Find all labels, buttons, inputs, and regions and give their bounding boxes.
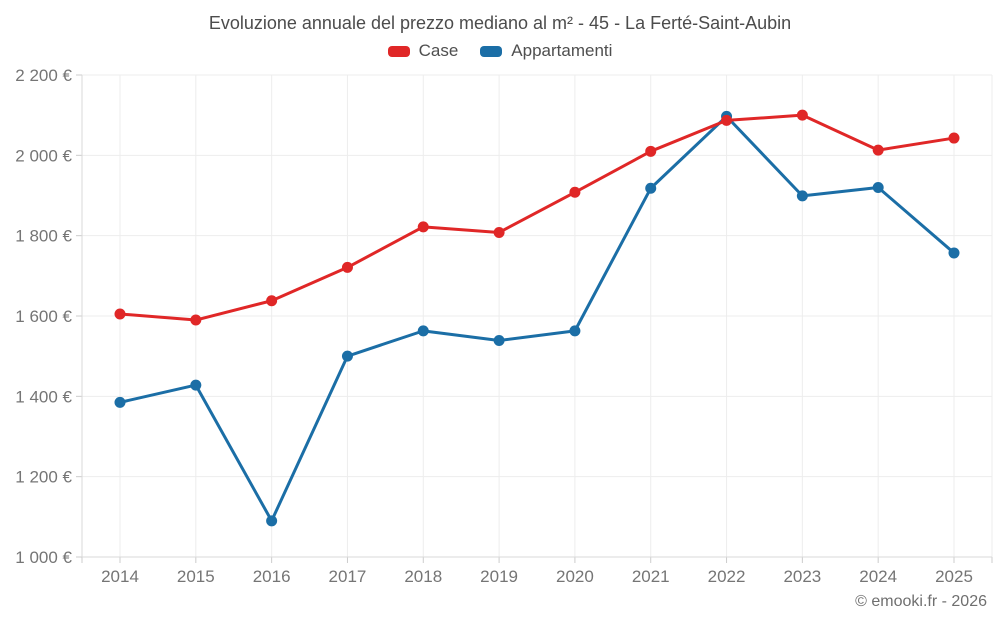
svg-text:1 200 €: 1 200 € [15,468,72,487]
svg-text:2 000 €: 2 000 € [15,146,72,165]
copyright: © emooki.fr - 2026 [855,593,987,610]
svg-text:1 000 €: 1 000 € [15,548,72,567]
legend-label-appartamenti: Appartamenti [511,41,613,60]
svg-text:2020: 2020 [556,567,594,586]
svg-text:2016: 2016 [253,567,291,586]
chart-legend: Case Appartamenti [0,41,1000,61]
legend-label-case: Case [418,41,459,60]
appartamenti-swatch-icon [480,45,503,57]
svg-text:2018: 2018 [404,567,442,586]
legend-item-case[interactable]: Case [387,41,459,61]
svg-text:2017: 2017 [329,567,367,586]
svg-text:2024: 2024 [859,567,897,586]
svg-text:2019: 2019 [480,567,518,586]
case-swatch-icon [387,45,410,57]
svg-text:2 200 €: 2 200 € [15,66,72,85]
svg-text:2014: 2014 [101,567,139,586]
svg-text:2015: 2015 [177,567,215,586]
svg-text:1 800 €: 1 800 € [15,227,72,246]
svg-text:1 600 €: 1 600 € [15,307,72,326]
legend-item-appartamenti[interactable]: Appartamenti [480,41,612,61]
svg-text:2021: 2021 [632,567,670,586]
chart-title: Evoluzione annuale del prezzo mediano al… [208,13,792,33]
svg-text:2025: 2025 [935,567,973,586]
svg-text:1 400 €: 1 400 € [15,387,72,406]
svg-text:2022: 2022 [708,567,746,586]
svg-text:2023: 2023 [783,567,821,586]
